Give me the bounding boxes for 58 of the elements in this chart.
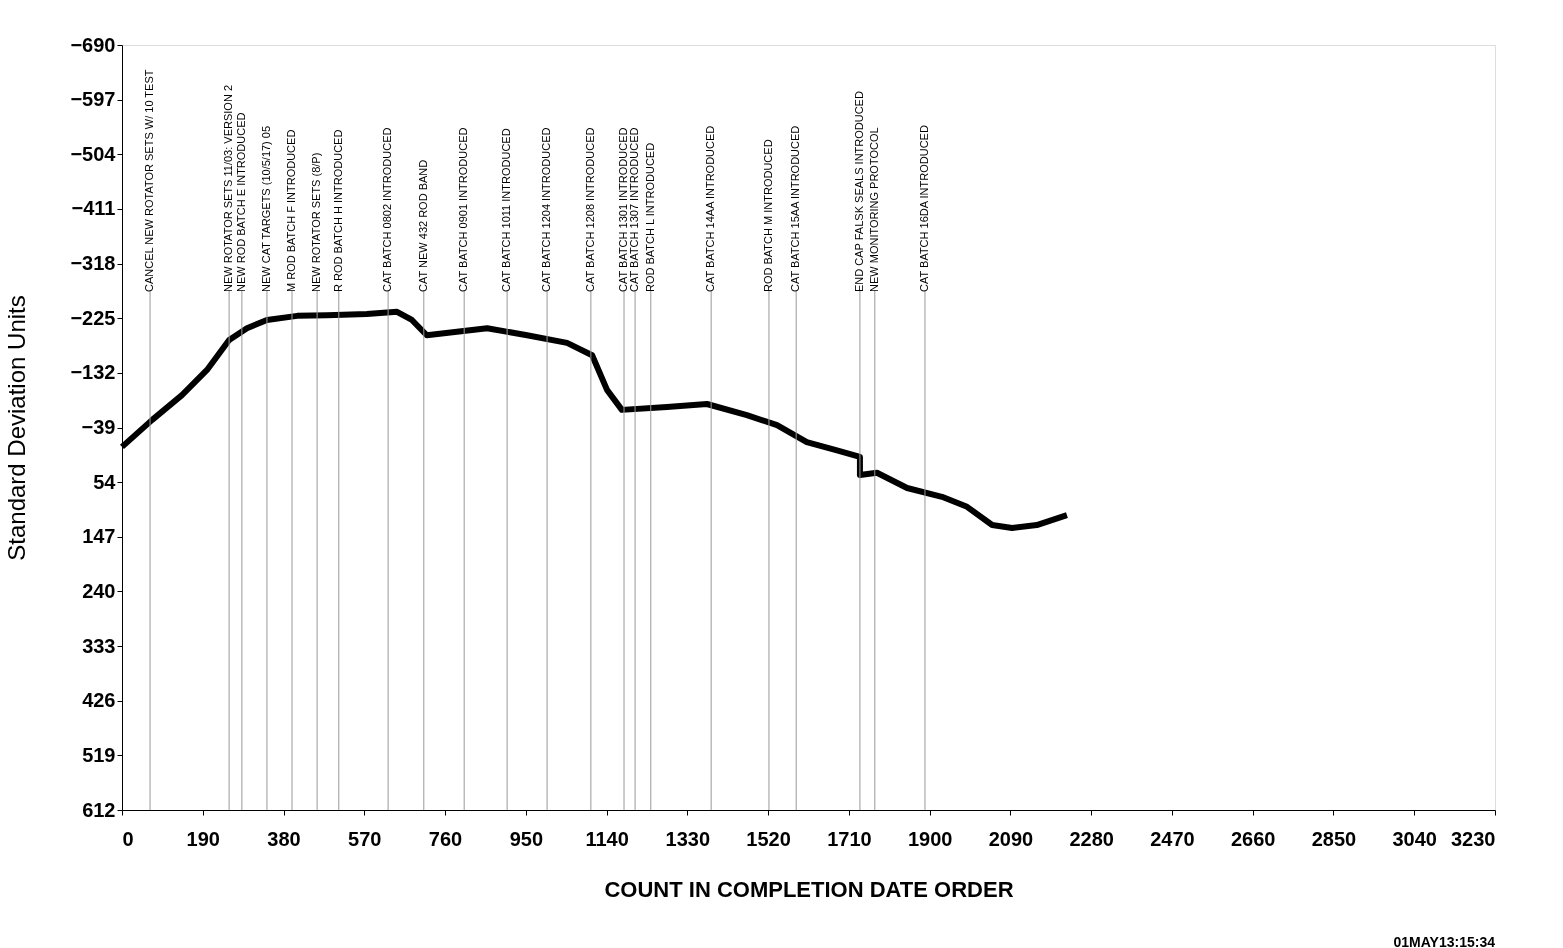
x-tick-label: 3230 [1451,827,1496,850]
y-tick-label: −318 [70,252,116,275]
y-tick-label: 54 [93,470,117,493]
x-tick-label: 2470 [1150,827,1195,850]
ref-line-label: CAT BATCH 1011 INTRODUCED [500,128,513,292]
x-tick-label: 1140 [585,827,629,850]
x-tick-label: 190 [186,827,220,850]
x-tick-label: 0 [122,827,134,850]
x-tick-label: 2090 [988,827,1034,850]
y-tick-label: −690 [70,33,116,56]
y-tick-label: −411 [71,197,116,220]
ref-line-label: CAT BATCH 15AA INTRODUCED [789,125,802,292]
y-tick-label: −504 [70,142,117,165]
ref-line-label: M ROD BATCH F INTRODUCED [285,129,298,292]
x-tick-label: 2850 [1311,827,1357,850]
text: 01MAY13:15:34 [1393,934,1496,948]
ref-line-label: ROD BATCH L INTRODUCED [643,142,656,292]
y-tick-label: −225 [70,306,116,329]
x-axis-title: COUNT IN COMPLETION DATE ORDER [604,876,1014,902]
x-tick-label: 3040 [1392,827,1437,850]
y-tick-label: 519 [82,743,116,766]
ref-line-label: CAT BATCH 1208 INTRODUCED [583,127,596,292]
ref-line-label: CAT NEW 432 ROD BAND [416,159,429,292]
x-tick-label: 760 [428,827,463,850]
ref-line-label: CAT BATCH 1204 INTRODUCED [540,127,553,292]
y-tick-label: −132 [70,361,116,384]
y-tick-label: 426 [82,689,116,712]
y-tick-label: 240 [82,579,116,602]
x-tick-label: 2660 [1230,827,1276,850]
ref-line-label: CAT BATCH 0901 INTRODUCED [457,127,470,292]
ref-line-label: END CAP FALSK SEALS INTRODUCED [852,91,865,292]
ref-line-label: NEW ROTATOR SETS (8/P) [310,152,323,292]
x-tick-label: 2280 [1069,827,1114,850]
y-tick-label: −597 [70,88,116,111]
ref-line-label: CANCEL NEW ROTATOR SETS W/ 10 TEST [143,69,156,292]
x-tick-label: 1710 [827,827,872,850]
y-tick-label: −39 [81,416,116,438]
ref-line-label: CAT BATCH 0802 INTRODUCED [381,127,394,292]
ref-line-label: CAT BATCH 1307 INTRODUCED [628,127,641,292]
x-tick-label: 1330 [665,827,711,850]
x-tick-label: 1520 [746,827,791,850]
x-tick-label: 380 [267,827,301,850]
ref-line-label: NEW CAT TARGETS (10/5/17) 05 [259,125,272,292]
ref-line-label: CAT BATCH 16DA INTRODUCED [917,125,930,292]
y-tick-label: 147 [82,525,116,548]
y-tick-label: 612 [82,798,116,821]
ref-line-label: ROD BATCH M INTRODUCED [761,139,774,292]
ref-line-label: NEW ROD BATCH E INTRODUCED [234,112,247,292]
x-tick-label: 1900 [907,827,953,850]
ref-line-label: CAT BATCH 1301 INTRODUCED [617,127,630,292]
ref-line-label: NEW MONITORING PROTOCOL [867,127,880,292]
x-tick-label: 950 [509,827,544,850]
ref-line-label: CAT BATCH 14AA INTRODUCED [704,125,717,292]
ref-line-label: R ROD BATCH H INTRODUCED [331,129,344,292]
ref-line-label: NEW ROTATOR SETS 11/03: VERSION 2 [222,84,235,292]
y-axis-title: Standard Deviation Units [3,295,31,561]
x-tick-label: 570 [348,827,382,850]
y-tick-label: 333 [82,634,116,657]
